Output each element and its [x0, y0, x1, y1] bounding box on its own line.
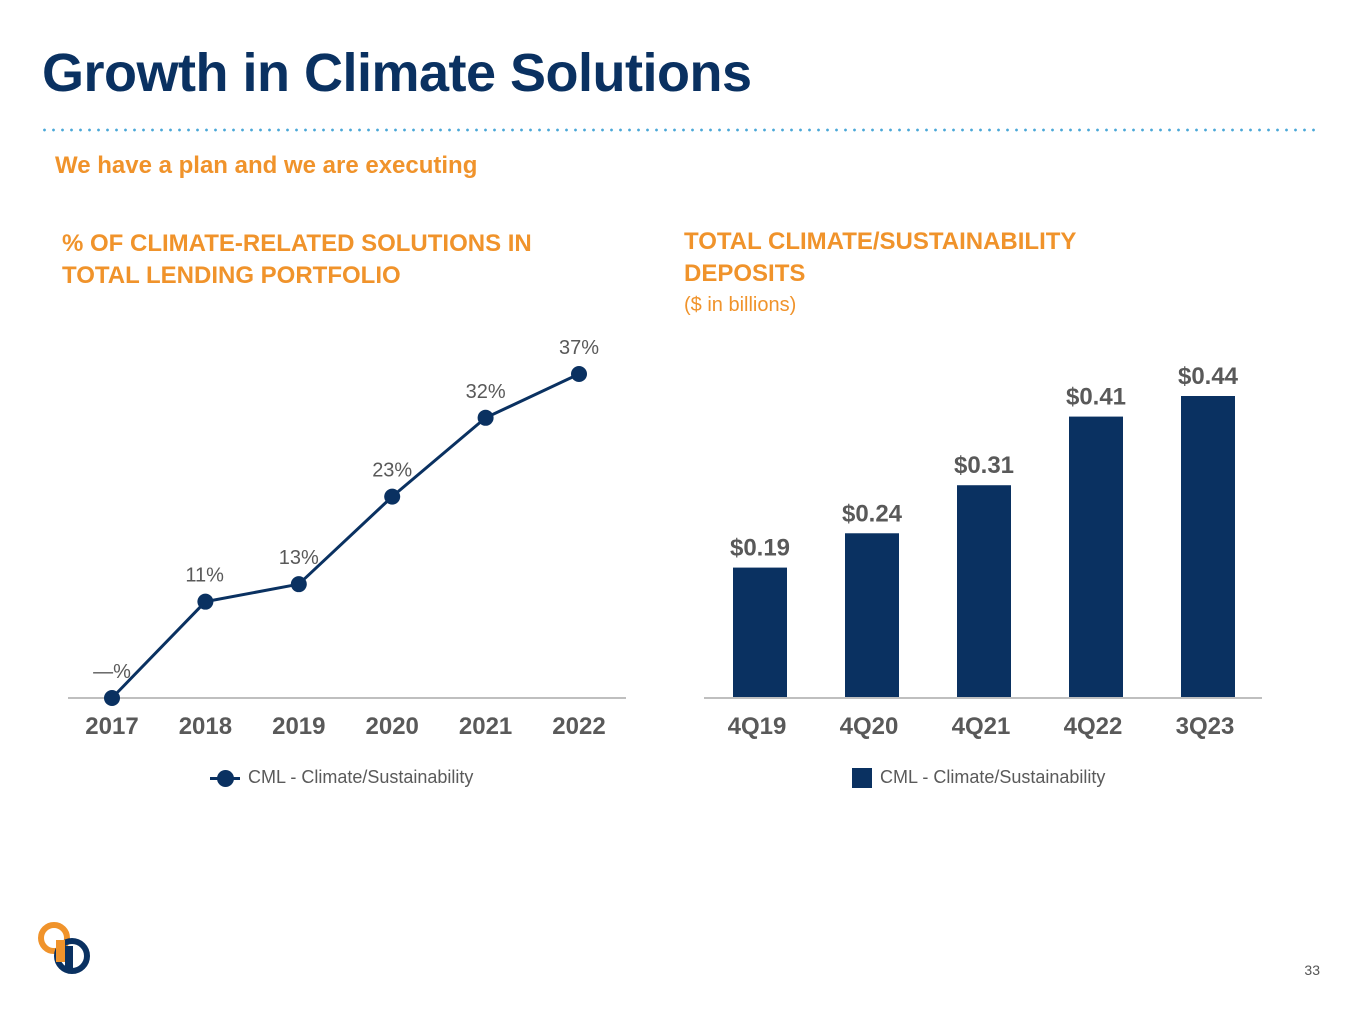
legend-line-marker-icon [210, 768, 240, 788]
line-chart-x-tick-label: 2019 [272, 713, 325, 740]
bar-chart-data-label: $0.31 [954, 452, 1014, 479]
line-chart-series-line [110, 372, 580, 700]
line-chart-point [384, 488, 401, 505]
bar-chart-bar [733, 567, 787, 698]
company-logo [38, 922, 90, 974]
slide-subtitle: We have a plan and we are executing [55, 152, 478, 179]
line-chart-x-tick-label: 2022 [552, 713, 605, 740]
line-chart-point [290, 576, 307, 593]
bar-chart-title-line-2: DEPOSITS [684, 260, 806, 287]
line-chart-x-tick-label: 2017 [85, 713, 138, 740]
line-chart-data-label: 32% [466, 381, 506, 403]
dotted-divider [40, 128, 1320, 132]
legend-square-icon [852, 767, 872, 788]
bar-chart-data-label: $0.41 [1066, 384, 1126, 411]
bar-chart-legend: CML - Climate/Sustainability [852, 767, 1105, 788]
line-chart-x-tick-label: 2020 [366, 713, 419, 740]
line-chart-title: % OF CLIMATE-RELATED SOLUTIONS IN TOTAL … [62, 228, 532, 292]
line-chart-title-line-2: TOTAL LENDING PORTFOLIO [62, 262, 401, 289]
bar-chart-bar [845, 533, 899, 698]
bar-chart-unit: ($ in billions) [684, 294, 797, 316]
bar-chart-bar [1181, 396, 1235, 698]
line-chart-point [197, 593, 214, 610]
line-chart-data-label: 13% [279, 547, 319, 569]
bar-chart-title-line-1: TOTAL CLIMATE/SUSTAINABILITY [684, 228, 1077, 255]
bar-chart-bar [957, 485, 1011, 698]
line-chart-legend: CML - Climate/Sustainability [210, 767, 473, 788]
page-number: 33 [1304, 962, 1320, 978]
line-chart-point [571, 366, 587, 382]
bar-chart-x-tick-label: 3Q23 [1176, 713, 1235, 740]
bar-chart-x-tick-label: 4Q20 [840, 713, 899, 740]
bar-chart-title: TOTAL CLIMATE/SUSTAINABILITY DEPOSITS [684, 226, 1076, 290]
line-chart-data-label: 11% [185, 565, 224, 587]
bar-chart-x-tick-label: 4Q21 [952, 713, 1011, 740]
bar-chart-data-label: $0.19 [730, 535, 790, 562]
bar-chart-x-tick-label: 4Q22 [1064, 713, 1123, 740]
line-chart-x-tick-label: 2018 [179, 713, 232, 740]
bar-chart-data-label: $0.24 [842, 500, 903, 527]
line-chart-x-tick-label: 2021 [459, 713, 512, 740]
bar-chart-bar [1069, 416, 1123, 698]
bar-legend-label: CML - Climate/Sustainability [880, 767, 1106, 787]
line-chart-point [477, 409, 494, 426]
line-chart-data-label: 37% [559, 337, 599, 359]
line-chart-point [104, 690, 120, 706]
line-chart-data-label: —% [93, 661, 131, 683]
bar-chart-data-label: $0.44 [1178, 363, 1239, 390]
line-chart-data-label: 23% [372, 460, 412, 482]
slide-title: Growth in Climate Solutions [42, 43, 752, 103]
line-legend-label: CML - Climate/Sustainability [248, 767, 474, 787]
bar-chart-x-tick-label: 4Q19 [728, 713, 787, 740]
line-chart-title-line-1: % OF CLIMATE-RELATED SOLUTIONS IN [62, 230, 532, 257]
